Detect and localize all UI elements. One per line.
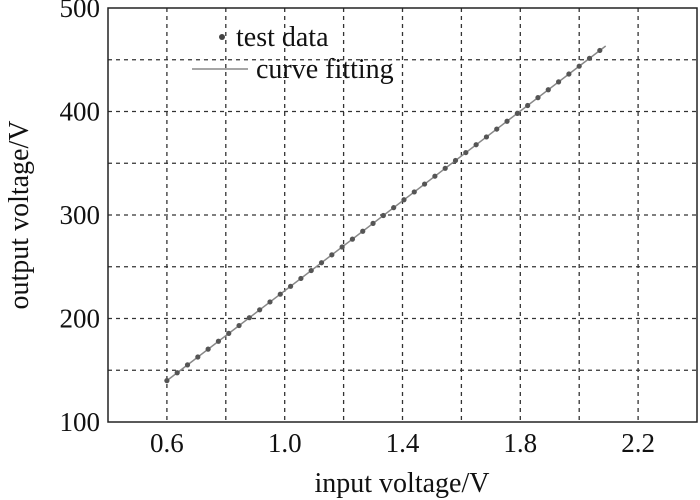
x-tick-label: 1.0: [268, 428, 302, 458]
data-point: [215, 338, 222, 344]
data-point: [463, 149, 469, 156]
y-axis-label: output voltage/V: [4, 121, 35, 310]
data-point: [329, 252, 335, 258]
legend-label-test-data: test data: [236, 22, 329, 53]
x-tick-label: 0.6: [150, 428, 184, 458]
data-point: [257, 307, 263, 313]
data-point: [349, 236, 356, 242]
y-tick-label: 300: [60, 200, 101, 230]
data-point: [298, 275, 304, 282]
data-point: [370, 220, 376, 226]
data-point: [452, 157, 459, 164]
data-point: [473, 142, 479, 148]
y-tick-label: 500: [60, 0, 101, 23]
y-tick-label: 200: [60, 304, 101, 334]
data-point: [246, 315, 252, 321]
data-point: [391, 205, 397, 211]
data-point: [432, 173, 438, 179]
data-point: [442, 165, 448, 171]
data-point: [525, 102, 531, 109]
y-tick-label: 100: [60, 407, 101, 437]
data-point: [401, 197, 407, 203]
grid: [108, 8, 697, 422]
data-point: [195, 354, 201, 360]
data-point: [566, 71, 572, 77]
plot-frame: [107, 7, 698, 423]
data-point: [287, 283, 294, 289]
tick-labels: 0.6 1.0 1.4 1.8 2.2 100 200 300 400 500: [60, 0, 655, 458]
x-tick-label: 2.2: [621, 428, 655, 458]
data-point: [483, 134, 490, 140]
data-point: [514, 110, 520, 116]
data-point: [586, 55, 593, 61]
data-point: [318, 260, 325, 266]
data-point: [411, 189, 417, 195]
data-point: [277, 291, 283, 297]
data-point: [236, 322, 242, 329]
data-point: [380, 212, 386, 219]
data-point: [164, 378, 170, 384]
data-point: [421, 181, 428, 187]
x-tick-label: 1.4: [386, 428, 420, 458]
data-point: [226, 330, 232, 337]
data-point: [576, 63, 582, 69]
data-point: [267, 299, 273, 305]
data-point: [535, 95, 541, 101]
data-point: [205, 346, 211, 352]
y-tick-label: 400: [60, 97, 101, 127]
series-layer: [164, 45, 607, 384]
data-point: [360, 228, 366, 234]
data-point: [184, 362, 191, 368]
data-point: [555, 79, 562, 85]
data-point: [597, 47, 603, 54]
x-tick-label: 1.8: [503, 428, 537, 458]
data-point: [308, 267, 314, 274]
legend-marker-test-data: [219, 34, 225, 40]
data-point: [545, 87, 551, 93]
data-point: [339, 244, 345, 250]
legend-label-curve-fitting: curve fitting: [256, 54, 394, 85]
data-point: [494, 126, 500, 132]
x-axis-label: input voltage/V: [315, 468, 490, 499]
data-point: [504, 118, 510, 124]
legend: test data curve fitting: [192, 22, 394, 85]
data-point: [174, 370, 180, 376]
